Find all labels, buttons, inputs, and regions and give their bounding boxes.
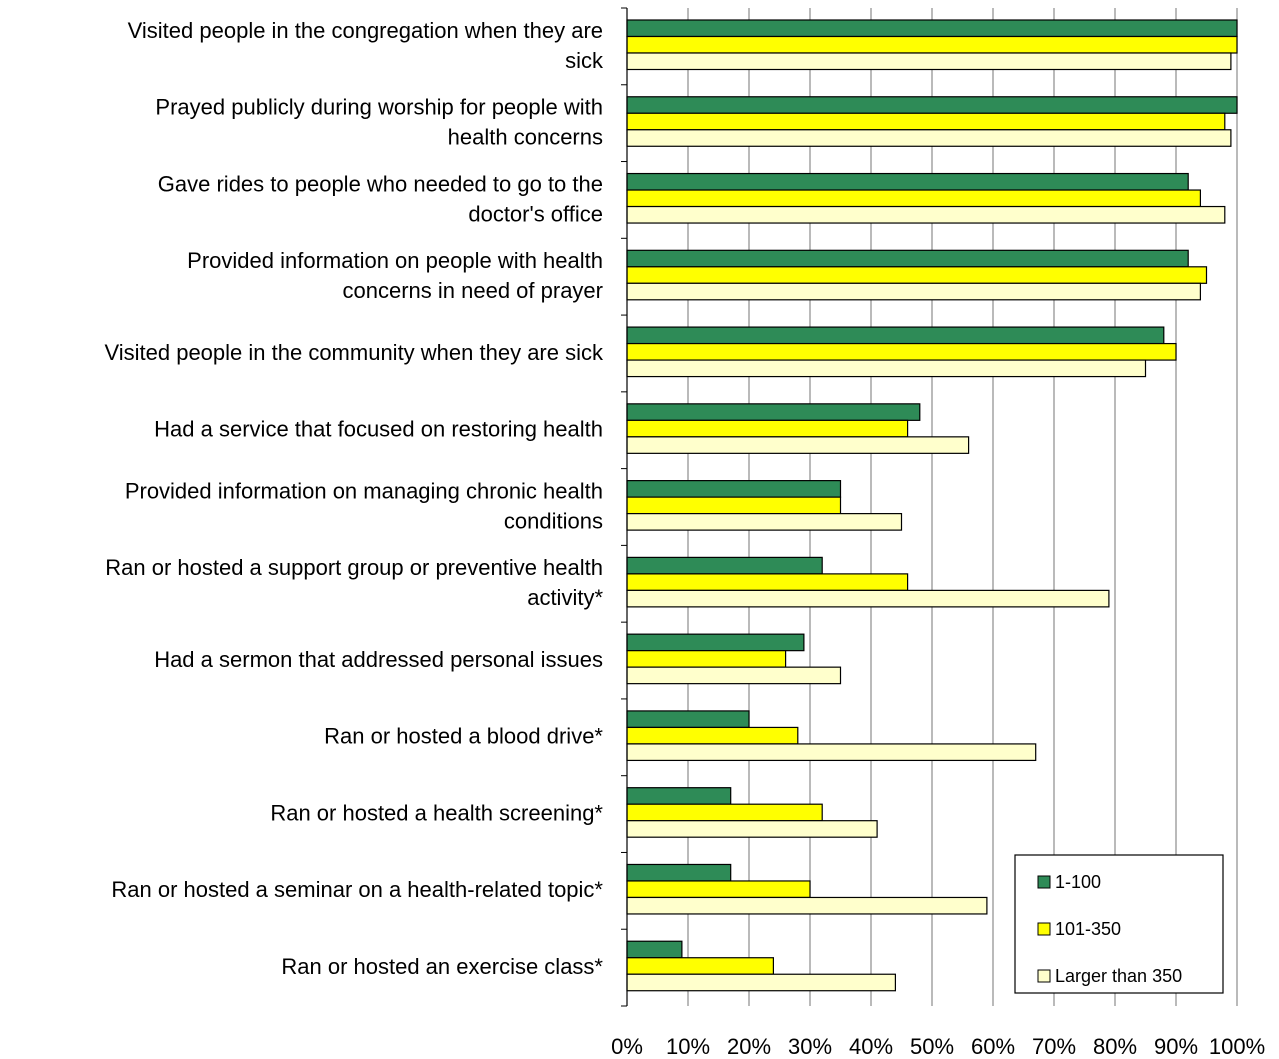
bar-larger-than-350	[626, 973, 896, 992]
bar-1-100	[626, 710, 750, 729]
bar-101-350	[626, 726, 799, 745]
category-label-line: conditions	[504, 508, 603, 533]
category-label-line: Gave rides to people who needed to go to…	[158, 171, 603, 196]
bar-101-350	[626, 650, 787, 668]
bar-101-350	[626, 419, 909, 438]
bar-larger-than-350	[626, 666, 842, 685]
bar-1-100	[626, 249, 1189, 268]
bar-101-350	[626, 880, 811, 899]
legend: 1-100 101-350 Larger than 350	[1014, 854, 1224, 994]
legend-swatch	[1037, 969, 1051, 983]
category-label-line: doctor's office	[468, 201, 603, 226]
category-label: Visited people in the community when the…	[104, 340, 604, 365]
bar-1-100	[626, 96, 1238, 114]
bar-larger-than-350	[626, 52, 1232, 71]
category-label-line: activity*	[527, 585, 603, 610]
category-label-line: Prayed publicly during worship for peopl…	[155, 95, 603, 120]
bar-larger-than-350	[626, 589, 1110, 608]
category-label: Prayed publicly during worship for peopl…	[155, 95, 603, 150]
category-label-line: Visited people in the congregation when …	[128, 18, 603, 43]
bar-1-100	[626, 326, 1165, 345]
category-label: Provided information on people with heal…	[187, 248, 603, 303]
bar-101-350	[626, 342, 1177, 361]
category-label-line: Ran or hosted an exercise class*	[281, 954, 603, 979]
category-label-line: Provided information on managing chronic…	[125, 478, 603, 503]
x-tick-label: 80%	[1093, 1034, 1137, 1059]
category-label: Ran or hosted a blood drive*	[324, 724, 603, 749]
bar-101-350	[626, 266, 1208, 284]
x-tick-label: 40%	[849, 1034, 893, 1059]
bars	[626, 19, 1238, 992]
x-tick-label: 30%	[788, 1034, 832, 1059]
legend-label: 101-350	[1055, 919, 1121, 939]
category-label: Had a sermon that addressed personal iss…	[154, 647, 603, 672]
bar-larger-than-350	[626, 436, 970, 454]
category-label-line: Ran or hosted a support group or prevent…	[105, 555, 603, 580]
category-label-line: Had a sermon that addressed personal iss…	[154, 647, 603, 672]
bar-1-100	[626, 940, 683, 959]
bar-1-100	[626, 172, 1189, 191]
bar-1-100	[626, 403, 921, 421]
category-label-line: Ran or hosted a blood drive*	[324, 724, 603, 749]
bar-1-100	[626, 480, 842, 498]
category-label-line: Provided information on people with heal…	[187, 248, 603, 273]
bar-1-100	[626, 556, 823, 575]
bar-101-350	[626, 957, 774, 975]
bar-101-350	[626, 573, 909, 591]
x-tick-label: 20%	[727, 1034, 771, 1059]
category-label-line: health concerns	[448, 125, 603, 150]
category-label: Ran or hosted an exercise class*	[281, 954, 603, 979]
bar-larger-than-350	[626, 282, 1202, 301]
bar-1-100	[626, 19, 1238, 38]
category-label-line: concerns in need of prayer	[343, 278, 604, 303]
legend-swatch	[1037, 922, 1051, 936]
category-label: Ran or hosted a health screening*	[270, 800, 603, 825]
x-tick-label: 60%	[971, 1034, 1015, 1059]
bar-101-350	[626, 803, 823, 822]
x-tick-label: 100%	[1209, 1034, 1265, 1059]
bar-larger-than-350	[626, 513, 903, 531]
bar-101-350	[626, 35, 1238, 54]
x-tick-label: 70%	[1032, 1034, 1076, 1059]
category-label: Had a service that focused on restoring …	[154, 417, 603, 442]
category-label: Visited people in the congregation when …	[128, 18, 604, 73]
legend-swatch	[1037, 875, 1051, 889]
x-tick-label: 50%	[910, 1034, 954, 1059]
y-axis	[621, 7, 628, 1007]
category-label-line: Had a service that focused on restoring …	[154, 417, 603, 442]
category-label: Ran or hosted a support group or prevent…	[105, 555, 603, 610]
category-label: Gave rides to people who needed to go to…	[158, 171, 603, 226]
bar-larger-than-350	[626, 359, 1147, 378]
bar-larger-than-350	[626, 205, 1226, 224]
bar-101-350	[626, 112, 1226, 131]
bar-larger-than-350	[626, 896, 988, 915]
category-label-line: Ran or hosted a seminar on a health-rela…	[111, 877, 603, 902]
category-labels: Visited people in the congregation when …	[104, 18, 604, 979]
category-label-line: Ran or hosted a health screening*	[270, 800, 603, 825]
category-label: Ran or hosted a seminar on a health-rela…	[111, 877, 603, 902]
bar-1-100	[626, 787, 732, 805]
x-tick-label: 90%	[1154, 1034, 1198, 1059]
category-label-line: Visited people in the community when the…	[104, 340, 604, 365]
bar-1-100	[626, 633, 805, 652]
x-tick-label: 0%	[611, 1034, 643, 1059]
x-tick-label: 10%	[666, 1034, 710, 1059]
bar-101-350	[626, 496, 842, 515]
bar-larger-than-350	[626, 743, 1037, 762]
x-tick-labels: 0% 10% 20% 30% 40% 50% 60% 70% 80% 90% 100%	[611, 1034, 1265, 1059]
category-label-line: sick	[565, 48, 604, 73]
bar-1-100	[626, 863, 732, 882]
bar-larger-than-350	[626, 129, 1232, 147]
legend-label: 1-100	[1055, 872, 1101, 892]
bar-101-350	[626, 189, 1202, 208]
category-label: Provided information on managing chronic…	[125, 478, 603, 533]
legend-label: Larger than 350	[1055, 966, 1182, 986]
bar-larger-than-350	[626, 820, 878, 838]
